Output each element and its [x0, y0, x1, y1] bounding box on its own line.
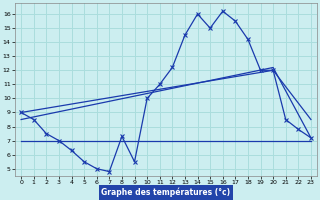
X-axis label: Graphe des températures (°c): Graphe des températures (°c) [101, 188, 231, 197]
